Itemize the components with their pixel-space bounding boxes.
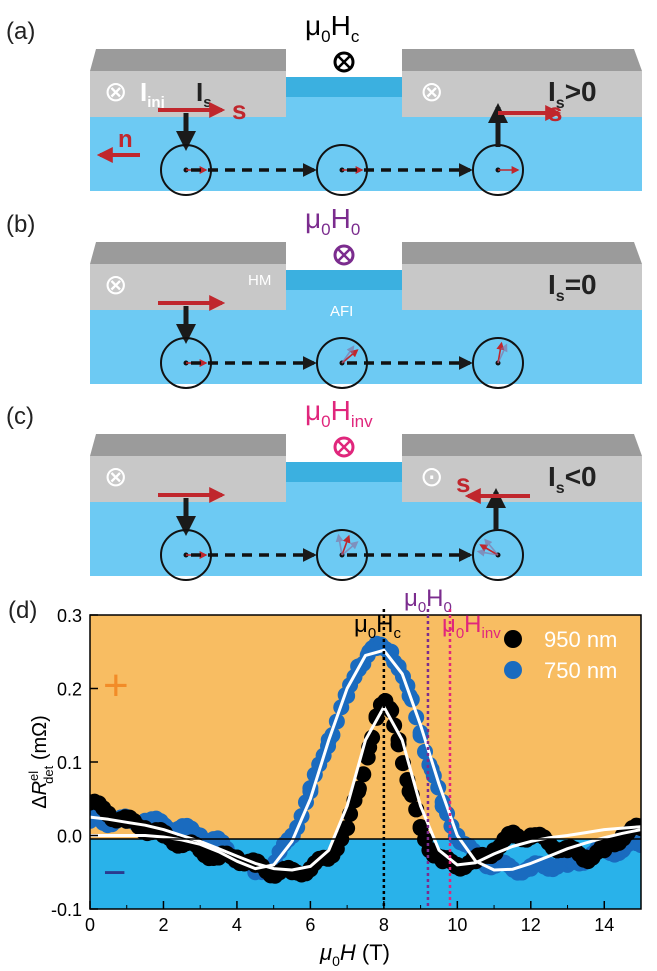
panel-label: (b) (6, 211, 35, 238)
plot-panel-d: (d) 0 2 4 6 8 10 12 14 -0.1 0.0 0.1 0.2 0.3 + − μ0Hc… (8, 585, 642, 969)
detector-spin-current-label: Is=0 (548, 269, 597, 305)
x-tick-label: 0 (85, 915, 95, 935)
schematic-panels: (a) μ0Hc⊗ Iinj Is sn⊗ Is>0s(b) μ0H0⊗ HMAFIIs=0(… (6, 10, 642, 581)
right-pad-top (402, 49, 642, 71)
marker-label-hinv: μ0Hinv (442, 611, 501, 642)
data-point-fill (337, 820, 354, 837)
detector-current-icon: ⊗ (420, 76, 443, 107)
injector-current-icon: ⊗ (104, 76, 127, 107)
spin-vector (341, 534, 351, 556)
spin-vector (484, 538, 499, 556)
spin-vector (341, 349, 359, 364)
detector-spin-current-label: Is<0 (548, 461, 597, 497)
injector-current-icon: ⊗ (104, 269, 127, 300)
left-pad-top (90, 242, 286, 264)
x-tick-label: 14 (594, 915, 614, 935)
spin-vector (479, 544, 499, 556)
marker-label-hc: μ0Hc (354, 611, 402, 642)
y-tick-label: 0.2 (57, 680, 82, 700)
field-label: μ0Hc (305, 10, 360, 46)
legend-marker-950 (504, 630, 522, 648)
field-x-2 (337, 248, 351, 262)
plot-axes: 0 2 4 6 8 10 12 14 -0.1 0.0 0.1 0.2 0.3 (51, 606, 614, 935)
spin-vector (341, 345, 355, 364)
s-label-right: s (548, 97, 562, 127)
field-direction-icon (333, 436, 355, 458)
panel-label: (c) (6, 403, 34, 430)
legend-label-950: 950 nm (544, 627, 617, 652)
right-pad-front (402, 71, 642, 117)
data-point-fill (355, 766, 372, 783)
field-direction-icon (333, 244, 355, 266)
detector-spin-current-label: Is>0 (548, 76, 597, 112)
x-tick-label: 4 (232, 915, 242, 935)
panel-c: (c) μ0Hinv ⊗ ⊙ Is<0 s (6, 395, 642, 581)
panel-label-d: (d) (8, 597, 37, 624)
minus-sign: − (103, 851, 126, 895)
x-tick-label: 2 (158, 915, 168, 935)
x-tick-label: 6 (305, 915, 315, 935)
s-label-right: s (456, 468, 470, 498)
magnon-circle (472, 337, 524, 389)
panel-label: (a) (6, 18, 35, 45)
legend-label-750: 750 nm (544, 658, 617, 683)
n-label: n (118, 126, 133, 153)
field-direction-icon (333, 51, 355, 73)
hm-label: HM (248, 272, 271, 289)
spin-vector (341, 541, 359, 556)
afi-gap-top (286, 462, 402, 482)
right-pad-front (402, 264, 642, 310)
y-tick-label: 0.0 (57, 827, 82, 847)
field-label: μ0Hinv (305, 395, 373, 431)
y-tick-label: -0.1 (51, 900, 82, 920)
s-label-left: s (232, 95, 246, 125)
plus-sign: + (103, 661, 129, 710)
x-tick-label: 8 (379, 915, 389, 935)
x-tick-label: 12 (521, 915, 541, 935)
data-point-fill (412, 818, 429, 835)
afi-label: AFI (330, 303, 353, 320)
marker-label-h0: μ0H0 (404, 585, 452, 616)
spin-current-label: Is (196, 77, 212, 111)
x-tick-label: 10 (447, 915, 467, 935)
fit-curve (90, 705, 641, 872)
panel-a: (a) μ0Hc⊗ Iinj Is sn⊗ Is>0s (6, 10, 642, 196)
y-axis-label: ΔReldet (mΩ) (26, 715, 56, 809)
spin-vector (335, 533, 344, 556)
field-label: μ0H0 (305, 203, 360, 239)
legend: 950 nm 750 nm (504, 627, 617, 683)
left-pad-top (90, 434, 286, 456)
data-point-fill (350, 780, 367, 797)
left-pad-top (90, 49, 286, 71)
injector-current-label: Iinj (140, 77, 165, 111)
afi-gap-top (286, 77, 402, 97)
y-tick-label: 0.1 (57, 753, 82, 773)
plot-marks (90, 635, 641, 884)
field-x-2 (337, 55, 351, 69)
right-pad-top (402, 242, 642, 264)
spin-vector (497, 343, 508, 364)
y-tick-label: 0.3 (57, 606, 82, 626)
field-x-2 (337, 440, 351, 454)
spin-vector (476, 548, 499, 557)
legend-marker-750 (504, 661, 522, 679)
panel-b: (b) μ0H0 ⊗ HM AFI Is=0 (6, 203, 642, 389)
data-point-fill (359, 749, 376, 766)
injector-current-icon: ⊗ (104, 461, 127, 492)
right-pad-top (402, 434, 642, 456)
data-point-fill (633, 837, 641, 854)
fit-curve (90, 648, 641, 872)
afi-gap-top (286, 270, 402, 290)
detector-current-icon: ⊙ (420, 461, 443, 492)
x-axis-label: μ0H (T) (319, 940, 390, 969)
